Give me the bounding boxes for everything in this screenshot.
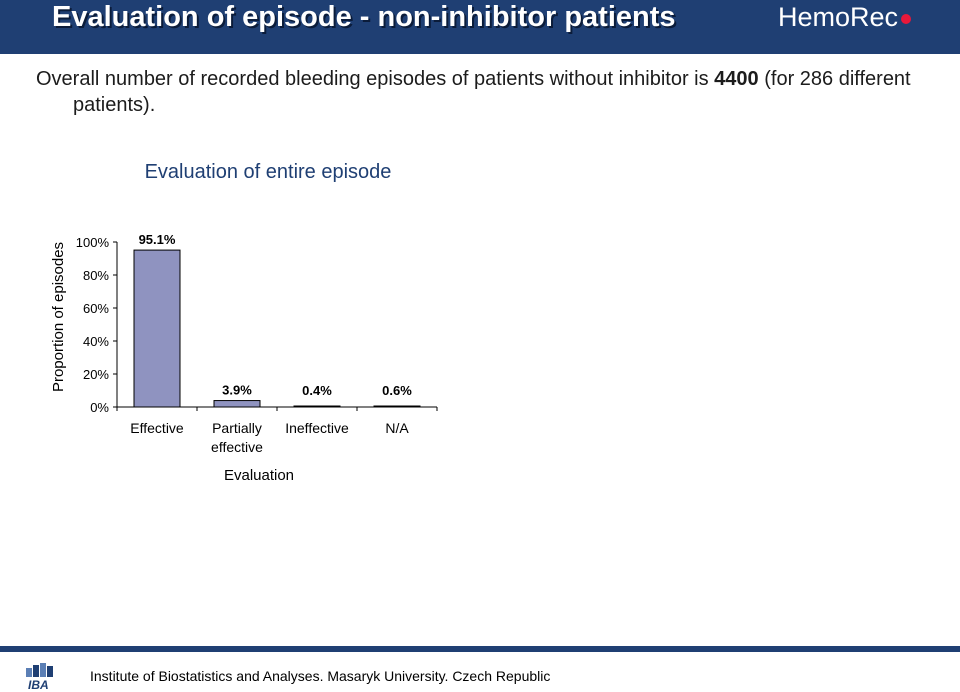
category-label: Ineffective <box>285 420 349 436</box>
bar-value-label: 0.4% <box>302 383 332 398</box>
bar-0 <box>133 249 181 408</box>
category-label: Partially <box>212 420 262 436</box>
intro-text: Overall number of recorded bleeding epis… <box>36 66 953 118</box>
y-tick-label: 60% <box>83 301 109 316</box>
iba-logo-text: IBA <box>28 678 49 690</box>
intro-text-end: (for 286 different patients). <box>73 68 911 116</box>
y-tick-label: 0% <box>90 400 109 415</box>
category-label: Effective <box>130 420 184 436</box>
x-axis-label: Evaluation <box>224 467 294 484</box>
bar-value-label: 0.6% <box>382 383 412 398</box>
bar-3 <box>373 405 421 408</box>
category-label: effective <box>211 439 263 455</box>
brand-dot-icon <box>901 13 912 24</box>
slide-title: Evaluation of episode - non-inhibitor pa… <box>52 1 676 33</box>
bar-1 <box>213 400 261 408</box>
chart-title: Evaluation of entire episode <box>145 161 392 183</box>
y-tick-label: 100% <box>76 235 110 250</box>
bar-value-label: 3.9% <box>222 383 252 398</box>
y-tick-label: 20% <box>83 367 109 382</box>
y-axis-label: Proportion of episodes <box>50 242 67 392</box>
footer-rule <box>0 646 960 652</box>
iba-logo-icon: IBA <box>26 663 53 690</box>
slide-header: Evaluation of episode - non-inhibitor pa… <box>0 0 960 54</box>
brand-logo: HemoRec <box>778 2 912 32</box>
y-tick-label: 40% <box>83 334 109 349</box>
category-label: N/A <box>385 420 409 436</box>
footer-text: Institute of Biostatistics and Analyses.… <box>90 668 551 684</box>
brand-name: HemoRec <box>778 2 899 32</box>
bar-value-label: 95.1% <box>139 232 176 247</box>
episode-count: 4400 <box>714 68 759 90</box>
intro-text-start: Overall number of recorded bleeding epis… <box>36 68 715 90</box>
bar-2 <box>293 405 341 408</box>
y-tick-label: 80% <box>83 268 109 283</box>
